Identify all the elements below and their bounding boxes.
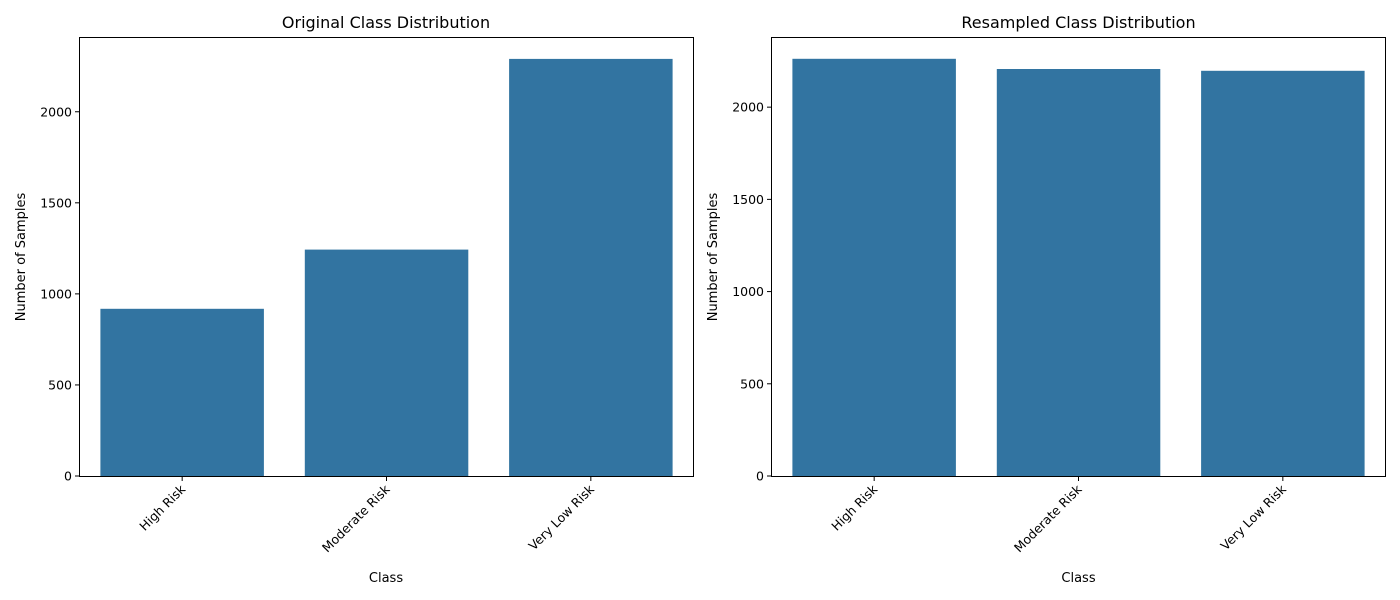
y-ticks: 0 500 1000 1500 2000 xyxy=(732,100,772,484)
y-tick-label: 0 xyxy=(756,469,764,484)
y-tick-label: 1000 xyxy=(732,284,764,299)
bar-moderate-risk xyxy=(304,249,469,476)
chart-title: Original Class Distribution xyxy=(282,13,490,32)
bar-very-low-risk xyxy=(509,58,673,477)
x-axis-label: Class xyxy=(369,571,403,586)
bar-moderate-risk xyxy=(996,69,1161,476)
y-tick-label: 2000 xyxy=(40,104,72,119)
bar-very-low-risk xyxy=(1201,70,1365,477)
y-axis-label: Number of Samples xyxy=(706,193,721,322)
x-axis-label: Class xyxy=(1061,571,1095,586)
bar-high-risk xyxy=(792,58,956,477)
bars xyxy=(100,58,673,477)
y-tick-label: 1500 xyxy=(732,192,764,207)
y-tick-label: 500 xyxy=(48,377,72,392)
plot-frame xyxy=(79,37,694,477)
y-axis-label: Number of Samples xyxy=(14,193,29,322)
y-tick-label: 1000 xyxy=(40,286,72,301)
plot-frame xyxy=(771,37,1386,477)
y-tick-label: 0 xyxy=(64,469,72,484)
bar-high-risk xyxy=(100,308,264,476)
y-tick-label: 1500 xyxy=(40,195,72,210)
y-tick-label: 500 xyxy=(740,376,764,391)
chart-title: Resampled Class Distribution xyxy=(961,13,1195,32)
bars xyxy=(792,58,1365,477)
y-ticks: 0 500 1000 1500 2000 xyxy=(40,104,80,484)
y-tick-label: 2000 xyxy=(732,100,764,115)
